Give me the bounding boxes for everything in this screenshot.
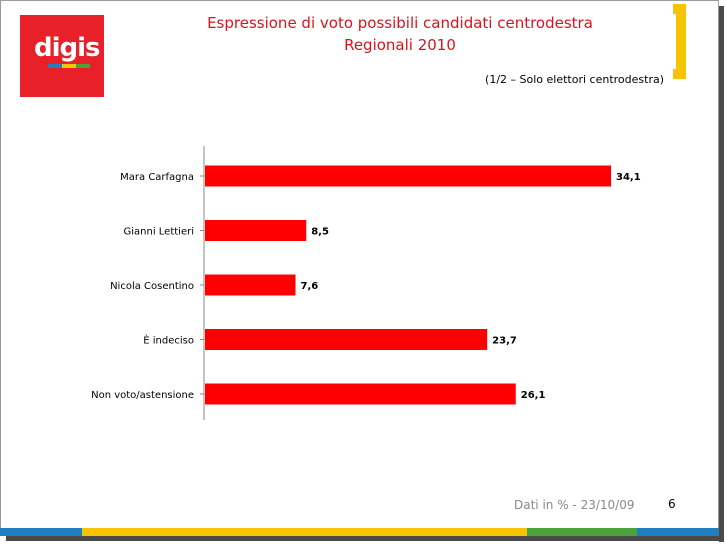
bar xyxy=(205,165,611,187)
bar-value-label: 26,1 xyxy=(521,390,546,401)
slide-shadow-bottom xyxy=(6,536,724,541)
bottom-strip-green xyxy=(527,528,637,536)
slide-title-line2: Regionali 2010 xyxy=(344,36,456,54)
logo-stripe-yellow xyxy=(62,64,76,68)
data-source-footer: Dati in % - 23/10/09 xyxy=(514,498,635,512)
bar xyxy=(205,329,488,350)
logo-stripe-blue xyxy=(48,64,62,68)
digis-logo: digis xyxy=(20,15,104,97)
yellow-bracket-decoration xyxy=(673,4,686,79)
category-label: È indeciso xyxy=(143,334,194,347)
slide-frame xyxy=(0,0,719,536)
bar xyxy=(205,274,296,296)
bottom-strip-blue-right xyxy=(637,528,719,536)
logo-text: digis xyxy=(34,33,101,63)
category-label: Nicola Cosentino xyxy=(110,281,194,292)
bottom-strip-blue xyxy=(0,528,82,536)
bar-value-label: 23,7 xyxy=(492,336,517,347)
category-label: Non voto/astensione xyxy=(91,390,194,401)
logo-stripe-green xyxy=(76,64,90,68)
bar xyxy=(205,383,516,405)
bar-value-label: 8,5 xyxy=(311,227,329,238)
subtitle-note: (1/2 – Solo elettori centrodestra) xyxy=(485,73,664,86)
page-number: 6 xyxy=(668,497,676,511)
slide-shadow-right xyxy=(719,6,724,542)
category-label: Mara Carfagna xyxy=(120,172,194,183)
category-label: Gianni Lettieri xyxy=(124,227,195,238)
bar xyxy=(205,220,307,241)
slide-title-line1: Espressione di voto possibili candidati … xyxy=(207,14,593,32)
bar-value-label: 34,1 xyxy=(616,172,641,183)
bottom-strip-yellow xyxy=(82,528,527,536)
bar-value-label: 7,6 xyxy=(300,281,318,292)
